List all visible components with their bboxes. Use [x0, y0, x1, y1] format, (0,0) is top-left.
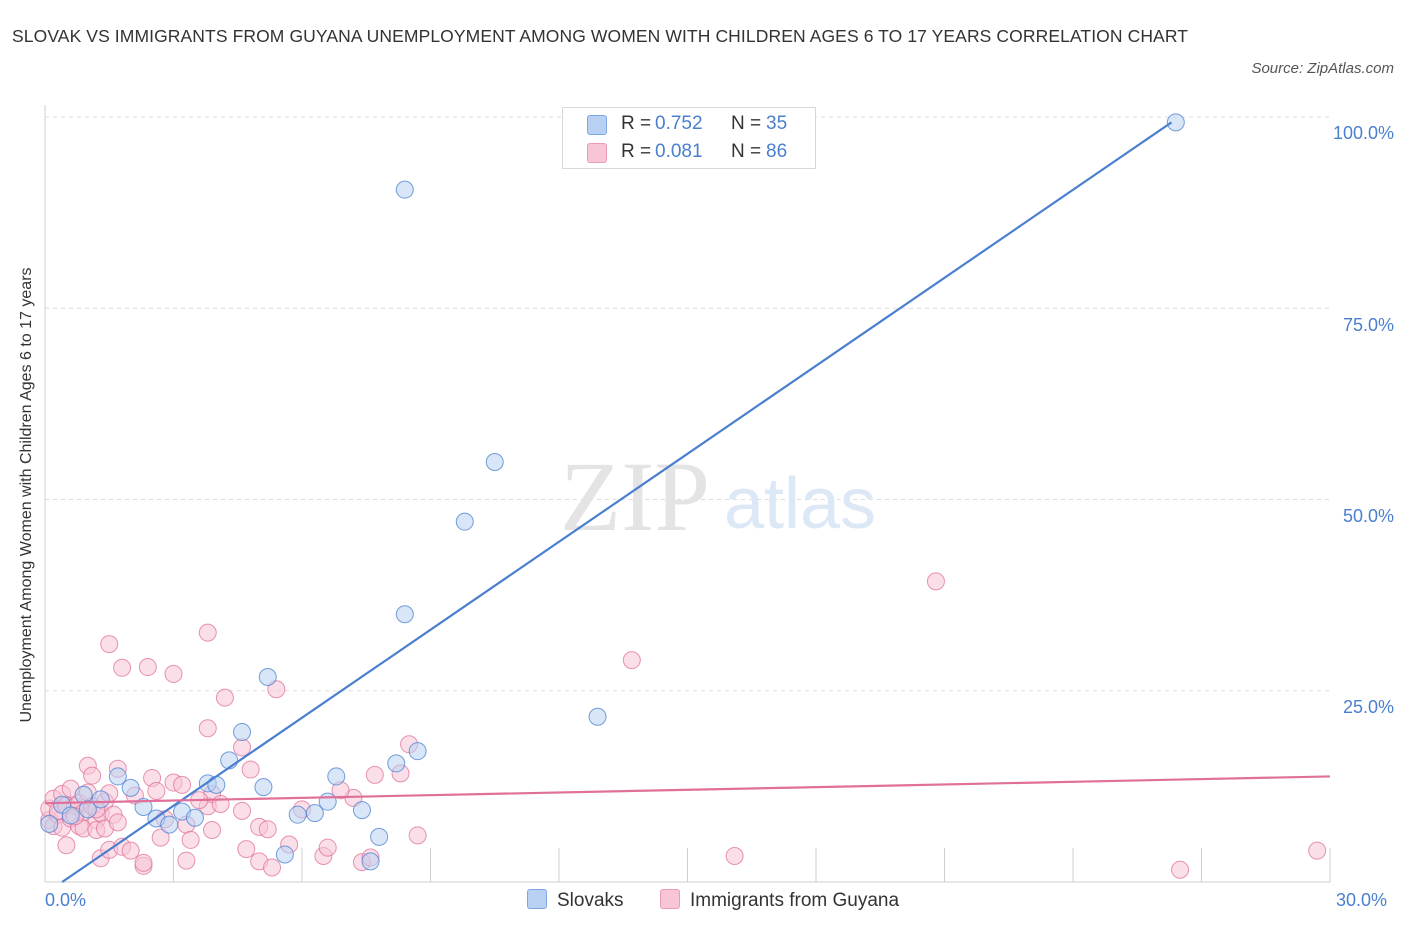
guyana-point: [233, 801, 252, 820]
guyana-point: [198, 719, 217, 738]
guyana-point: [173, 775, 192, 794]
slovaks-point: [305, 804, 324, 823]
legend-swatch: [587, 143, 607, 163]
guyana-point: [926, 572, 945, 591]
slovaks-point: [327, 767, 346, 786]
y-tick-label: 100.0%: [1332, 123, 1394, 143]
x-tick-label: 0.0%: [45, 890, 87, 910]
slovaks-point: [485, 453, 504, 472]
slovaks-point: [387, 754, 406, 773]
series-slovaks-points: [40, 113, 1185, 871]
slovaks-point: [370, 827, 389, 846]
r-label: R =: [621, 141, 652, 162]
legend-swatch: [587, 115, 607, 135]
correlation-legend: R = 0.752 N = 35 R = 0.081 N = 86: [562, 107, 816, 169]
guyana-point: [121, 841, 140, 860]
legend-item-slovaks: Slovaks: [527, 889, 624, 912]
trend-lines: [44, 121, 1331, 883]
slovaks-point: [352, 801, 371, 820]
slovaks-point: [121, 778, 140, 797]
slovaks-point: [207, 775, 226, 794]
slovaks-point: [455, 512, 474, 531]
guyana-point: [241, 760, 260, 779]
slovaks-point: [233, 723, 252, 742]
slovaks-point: [134, 798, 153, 817]
guyana-point: [108, 813, 127, 832]
guyana-point: [100, 635, 119, 654]
guyana-point: [203, 820, 222, 839]
slovaks-point: [91, 790, 110, 809]
slovaks-point: [61, 806, 80, 825]
guyana-point: [1171, 860, 1190, 879]
series-guyana-points: [40, 572, 1327, 879]
guyana-point: [147, 781, 166, 800]
guyana-point: [237, 840, 256, 859]
slovaks-point: [288, 805, 307, 824]
guyana-point: [57, 836, 76, 855]
watermark-zip: ZIP: [560, 441, 710, 552]
guyana-point: [83, 766, 102, 785]
guyana-point: [725, 846, 744, 865]
guyana-point: [1308, 841, 1327, 860]
n-label: N =: [731, 141, 762, 162]
guyana-point: [318, 838, 337, 857]
guyana-point: [365, 765, 384, 784]
slovaks-point: [108, 767, 127, 786]
slovaks-point: [275, 845, 294, 864]
slovaks-point: [318, 792, 337, 811]
n-label: N =: [731, 113, 762, 134]
slovaks-point: [40, 814, 59, 833]
guyana-point: [164, 664, 183, 683]
guyana-point: [267, 680, 286, 699]
legend-swatch: [527, 889, 547, 909]
r-label: R =: [621, 113, 652, 134]
guyana-point: [177, 851, 196, 870]
guyana-trend-line: [44, 775, 1331, 805]
slovaks-point: [408, 742, 427, 761]
slovaks-point: [361, 852, 380, 871]
legend-item-guyana: Immigrants from Guyana: [660, 889, 899, 912]
y-tick-label: 75.0%: [1342, 315, 1394, 335]
r-value: 0.081: [655, 141, 703, 162]
r-value: 0.752: [655, 113, 703, 134]
slovaks-point: [258, 667, 277, 686]
guyana-point: [215, 688, 234, 707]
guyana-point: [113, 658, 132, 677]
slovaks-point: [395, 605, 414, 624]
slovaks-point: [185, 808, 204, 827]
source-label: Source: ZipAtlas.com: [1251, 60, 1394, 77]
n-value: 86: [766, 141, 788, 162]
chart-title: SLOVAK VS IMMIGRANTS FROM GUYANA UNEMPLO…: [12, 26, 1189, 46]
slovaks-point: [1166, 113, 1185, 132]
guyana-point: [622, 651, 641, 670]
y-tick-label: 50.0%: [1342, 506, 1394, 526]
guyana-point: [233, 738, 252, 757]
guyana-point: [258, 820, 277, 839]
guyana-point: [198, 623, 217, 642]
slovaks-point: [78, 800, 97, 819]
guyana-point: [263, 858, 282, 877]
slovaks-point: [395, 180, 414, 199]
x-tick-label: 30.0%: [1336, 890, 1388, 910]
slovaks-trend-line: [61, 121, 1173, 883]
guyana-point: [151, 828, 170, 847]
legend-label: Slovaks: [557, 890, 624, 911]
guyana-point: [181, 830, 200, 849]
slovaks-point: [588, 707, 607, 726]
slovaks-point: [254, 778, 273, 797]
guyana-point: [138, 658, 157, 677]
n-value: 35: [766, 113, 788, 134]
legend-swatch: [660, 889, 680, 909]
guyana-point: [408, 826, 427, 845]
legend-label: Immigrants from Guyana: [690, 890, 900, 911]
y-tick-label: 25.0%: [1342, 697, 1394, 717]
watermark-atlas: atlas: [724, 464, 876, 544]
guyana-point: [211, 794, 230, 813]
slovaks-point: [160, 815, 179, 834]
guyana-point: [134, 853, 153, 872]
